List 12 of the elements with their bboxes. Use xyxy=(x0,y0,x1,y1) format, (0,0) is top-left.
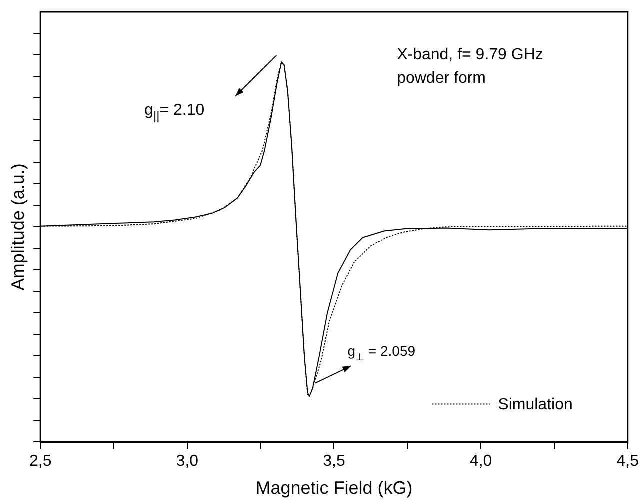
x-tick-label: 3,5 xyxy=(323,453,346,470)
annotation: X-band, f= 9.79 GHz xyxy=(397,46,544,64)
annotation: g||= 2.10 xyxy=(144,102,205,124)
annotation: powder form xyxy=(397,70,486,87)
x-axis-title: Magnetic Field (kG) xyxy=(256,478,413,498)
y-axis-title: Amplitude (a.u.) xyxy=(8,164,28,291)
x-tick-label: 3,0 xyxy=(176,453,199,470)
x-tick-label: 4,5 xyxy=(616,453,640,470)
x-tick-label: 2,5 xyxy=(29,453,52,470)
legend-label: Simulation xyxy=(498,396,573,414)
annotation: g⊥ = 2.059 xyxy=(348,343,416,364)
x-tick-label: 4,0 xyxy=(470,453,492,470)
